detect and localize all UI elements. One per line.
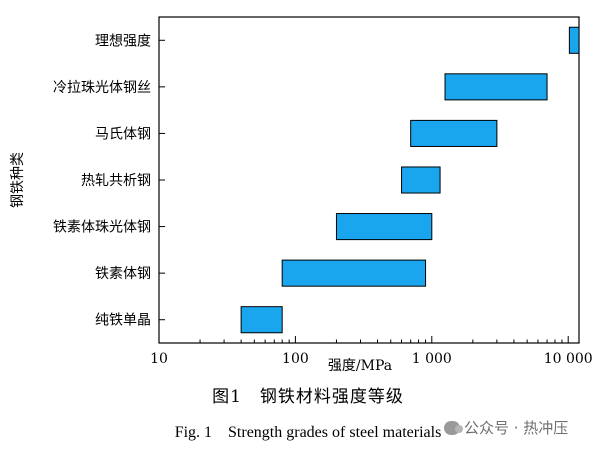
bar-7 xyxy=(240,306,283,334)
bar-1 xyxy=(568,26,580,54)
x-tick-label: 1 000 xyxy=(412,351,452,367)
y-tick-label: 冷拉珠光体钢丝 xyxy=(53,80,151,96)
y-axis-label: 钢铁种类 xyxy=(10,152,26,208)
y-tick-label: 理想强度 xyxy=(95,33,151,49)
wechat-icon xyxy=(444,420,463,435)
x-axis-label: 强度/MPa xyxy=(328,358,392,374)
x-tick-label: 100 xyxy=(282,351,309,367)
figure-caption-cn: 图1 钢铁材料强度等级 xyxy=(212,387,404,407)
bar-2 xyxy=(444,73,548,101)
bar-4 xyxy=(401,166,441,194)
x-tick-label: 10 xyxy=(150,351,168,367)
bar-5 xyxy=(335,213,433,241)
plot-frame xyxy=(158,16,580,344)
y-tick-label: 纯铁单晶 xyxy=(95,313,151,329)
watermark: 公众号 · 热冲压 xyxy=(444,417,569,438)
y-tick-label: 热轧共析钢 xyxy=(81,173,151,189)
x-tick-label: 10 000 xyxy=(544,351,593,367)
y-tick-label: 马氏体钢 xyxy=(95,126,151,142)
figure-caption-en: Fig. 1 Strength grades of steel material… xyxy=(174,424,442,441)
y-tick-label: 铁素体钢 xyxy=(95,266,151,282)
y-tick-label: 铁素体珠光体钢 xyxy=(53,220,151,236)
watermark-text: 公众号 · 热冲压 xyxy=(464,419,569,437)
bar-3 xyxy=(410,119,498,147)
bar-6 xyxy=(281,259,427,287)
